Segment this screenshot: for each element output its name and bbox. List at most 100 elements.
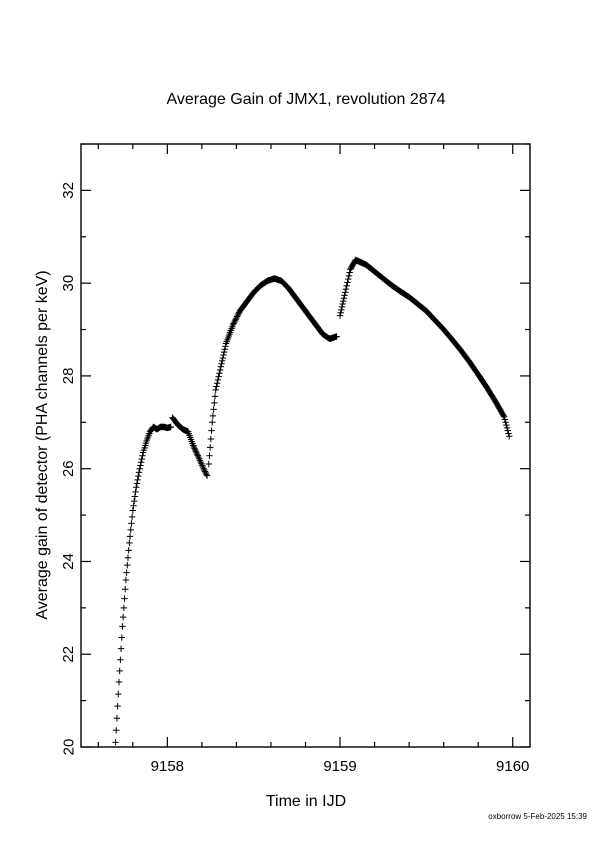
data-point <box>115 678 123 686</box>
data-point <box>203 472 211 479</box>
data-point <box>136 465 143 472</box>
data-point <box>120 604 128 612</box>
data-point <box>115 690 122 698</box>
data-point <box>193 449 200 456</box>
data-point <box>203 471 210 478</box>
y-tick-label: 24 <box>60 553 77 570</box>
data-point <box>340 297 347 305</box>
data-point <box>190 442 197 449</box>
data-point <box>118 634 125 641</box>
x-tick-label: 9160 <box>496 758 529 775</box>
data-point <box>138 455 145 463</box>
data-point <box>209 419 216 426</box>
data-point <box>345 272 353 280</box>
data-point <box>124 554 132 561</box>
data-point <box>221 346 228 353</box>
data-point <box>113 727 120 734</box>
data-point <box>116 667 123 675</box>
data-point <box>194 452 201 459</box>
data-point <box>211 399 218 407</box>
data-point <box>333 333 340 340</box>
chart-title: Average Gain of JMX1, revolution 2874 <box>167 91 446 108</box>
data-point <box>133 480 141 487</box>
data-markers <box>112 256 513 746</box>
data-point <box>137 458 145 466</box>
data-point <box>337 309 344 316</box>
data-point <box>134 476 141 484</box>
data-point <box>210 406 217 413</box>
data-point <box>217 363 225 370</box>
data-point <box>127 526 134 534</box>
data-point <box>233 314 240 322</box>
data-point <box>209 412 217 420</box>
data-point <box>344 279 351 286</box>
data-point <box>131 493 139 500</box>
data-point <box>200 465 207 472</box>
data-point <box>190 443 198 451</box>
data-point <box>117 656 124 663</box>
data-point <box>506 433 513 440</box>
data-point <box>230 320 237 327</box>
y-tick-label: 22 <box>60 646 77 663</box>
data-point <box>219 354 227 362</box>
data-point <box>500 412 507 419</box>
data-point <box>235 310 242 317</box>
data-point <box>213 383 220 390</box>
data-point <box>206 444 214 451</box>
data-point <box>167 423 174 431</box>
x-axis-label: Time in IJD <box>266 793 346 810</box>
data-point <box>119 623 126 630</box>
data-point <box>135 472 142 480</box>
y-tick-label: 32 <box>60 182 77 199</box>
data-point <box>135 469 143 476</box>
data-point <box>344 275 352 283</box>
axis-ticks <box>81 143 530 748</box>
data-point <box>129 507 137 514</box>
data-point <box>207 435 215 443</box>
data-point <box>208 427 215 434</box>
data-point <box>126 539 133 547</box>
data-point <box>128 513 136 521</box>
data-point <box>205 460 212 468</box>
data-point <box>340 295 348 302</box>
data-point <box>126 533 134 540</box>
data-point <box>128 520 135 527</box>
data-point <box>124 561 131 569</box>
data-point <box>336 312 344 319</box>
data-point <box>503 424 511 432</box>
data-point <box>231 317 239 324</box>
y-tick-label: 30 <box>60 275 77 292</box>
data-point <box>216 366 224 374</box>
data-point <box>500 413 508 420</box>
data-point <box>191 446 199 454</box>
data-point <box>132 488 139 496</box>
y-tick-label: 26 <box>60 460 77 477</box>
data-point <box>201 466 208 474</box>
data-point <box>202 469 209 477</box>
data-point <box>122 586 129 593</box>
axis-tick-labels: 9158 9159 9160 20 22 24 26 28 30 32 <box>60 182 529 775</box>
data-point <box>220 351 227 359</box>
data-point <box>341 292 348 299</box>
data-point <box>123 569 130 576</box>
data-point <box>191 445 198 452</box>
data-point <box>504 427 511 434</box>
data-point <box>501 416 509 423</box>
data-point <box>117 645 125 652</box>
data-point <box>130 497 138 505</box>
data-point <box>220 348 228 356</box>
data-point <box>113 715 121 722</box>
data-point <box>346 269 353 276</box>
y-tick-label: 28 <box>60 368 77 385</box>
data-point <box>133 484 140 491</box>
data-point <box>211 393 219 400</box>
data-point <box>137 462 144 469</box>
data-point <box>212 386 219 394</box>
data-point <box>213 380 221 387</box>
data-point <box>125 547 132 554</box>
data-point <box>503 421 510 429</box>
y-tick-label: 20 <box>60 739 77 756</box>
data-point <box>218 360 225 367</box>
data-point <box>342 289 349 296</box>
data-point <box>342 285 350 293</box>
